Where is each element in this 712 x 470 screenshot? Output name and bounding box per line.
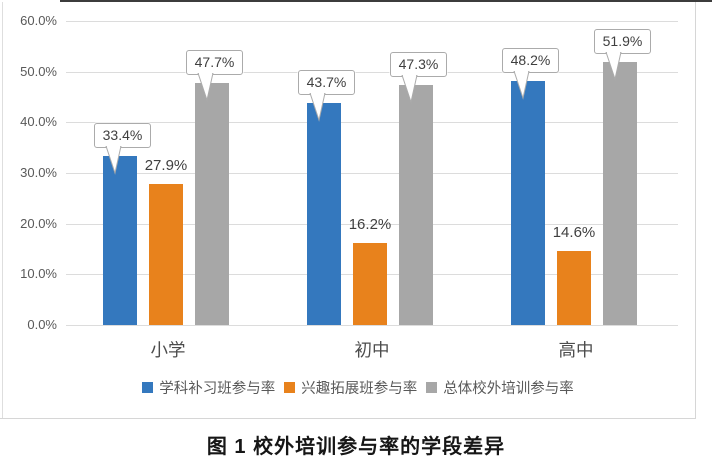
chart-border-bottom [0,418,696,419]
data-label: 14.6% [552,224,596,241]
callout-tail [400,74,420,110]
data-label-callout: 47.7% [186,50,243,75]
x-axis-label-junior-high: 初中 [354,340,390,360]
bar-subject-tutoring-rate-senior-high [511,81,545,325]
callout-tail-shape [197,72,214,102]
legend: 学科补习班参与率 兴趣拓展班参与率 总体校外培训参与率 [20,377,696,398]
y-tick-label: 10.0% [20,266,57,281]
bar-subject-tutoring-rate-junior-high [307,103,341,325]
y-gridline [66,122,678,123]
y-tick-label: 0.0% [27,317,57,332]
y-gridline [66,325,678,326]
x-axis-label-primary-school: 小学 [150,340,186,360]
data-label-callout: 43.7% [298,70,355,95]
legend-swatch-icon [426,382,438,393]
bar-interest-expansion-rate-junior-high [353,243,387,325]
y-gridline [66,173,678,174]
data-label-callout: 47.3% [390,52,447,77]
legend-label: 兴趣拓展班参与率 [301,381,418,397]
legend-swatch-icon [142,382,154,393]
bar-interest-expansion-rate-senior-high [557,251,591,325]
legend-label: 总体校外培训参与率 [443,381,574,397]
data-label: 27.9% [144,157,188,174]
bar-interest-expansion-rate-primary-school [149,184,183,325]
callout-tail-shape [605,51,622,81]
callout-tail [196,72,216,108]
callout-tail-shape [105,145,122,175]
bar-subject-tutoring-rate-primary-school [103,156,137,325]
y-tick-label: 40.0% [20,114,57,129]
chart-border-left [2,2,3,418]
top-border-line [60,0,712,2]
callout-tail [104,145,124,181]
callout-tail [308,92,328,128]
callout-tail-shape [309,92,326,122]
bar-chart: 0.0% 10.0% 20.0% 30.0% 40.0% 50.0% 60.0% 33.4% 4… [0,2,696,419]
y-gridline [66,21,678,22]
bar-overall-training-rate-senior-high [603,62,637,325]
data-label: 16.2% [348,216,392,233]
callout-tail [604,51,624,87]
bar-overall-training-rate-primary-school [195,83,229,325]
data-label-callout: 51.9% [594,29,651,54]
x-axis-label-senior-high: 高中 [558,340,594,360]
legend-swatch-icon [284,382,296,393]
figure-caption: 图 1 校外培训参与率的学段差异 [206,436,506,458]
y-tick-label: 30.0% [20,165,57,180]
data-label-callout: 33.4% [94,123,151,148]
callout-tail-shape [513,70,530,100]
legend-item-interest-expansion-rate: 兴趣拓展班参与率 [284,377,417,398]
bar-overall-training-rate-junior-high [399,85,433,325]
y-gridline [66,72,678,73]
legend-label: 学科补习班参与率 [159,381,276,397]
legend-item-overall-training-rate: 总体校外培训参与率 [426,377,574,398]
y-tick-label: 60.0% [20,13,57,28]
legend-item-subject-tutoring-rate: 学科补习班参与率 [142,377,275,398]
callout-tail-shape [401,74,418,104]
y-tick-label: 20.0% [20,216,57,231]
y-tick-label: 50.0% [20,64,57,79]
chart-border-right [695,2,696,418]
data-label-callout: 48.2% [502,48,559,73]
callout-tail [512,70,532,106]
y-gridline [66,224,678,225]
